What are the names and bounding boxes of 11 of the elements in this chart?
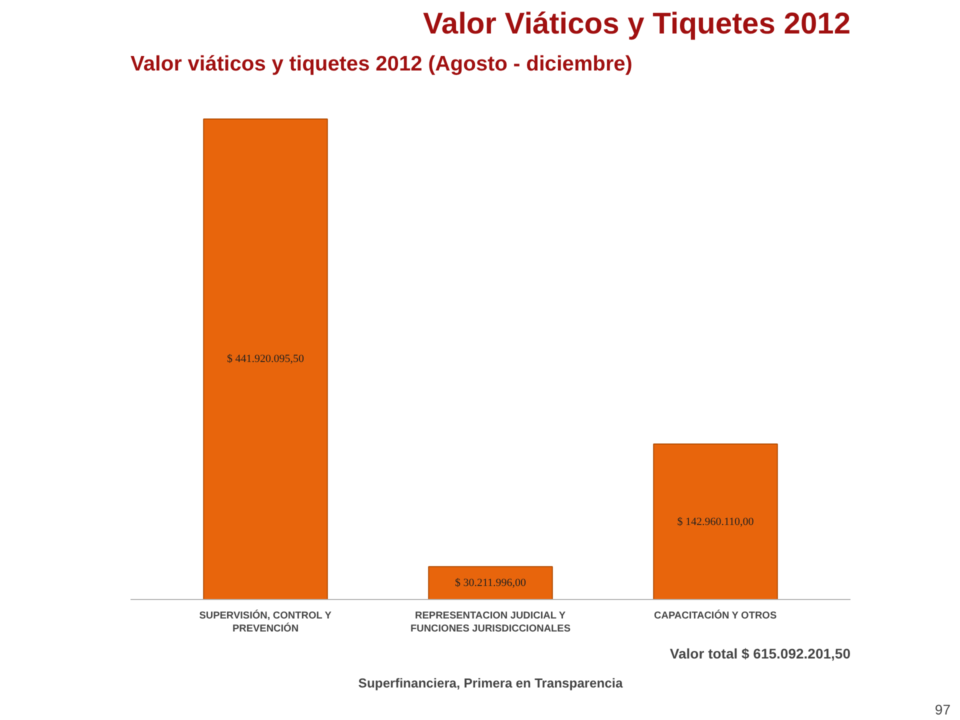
chart-subtitle: Valor viáticos y tiquetes 2012 (Agosto - diciembre)	[130, 52, 632, 76]
data-label: $ 142.960.110,00	[677, 516, 754, 528]
data-label: $ 30.211.996,00	[454, 577, 527, 590]
chart-title: Valor Viáticos y Tiquetes 2012	[423, 8, 851, 40]
x-tick-label: REPRESENTACION JUDICIAL Y FUNCIONES JURISDICCIONALES	[410, 610, 571, 635]
text: 97	[934, 702, 951, 718]
text: Valor total $ 615.092.201,50	[670, 646, 851, 662]
x-tick-label: SUPERVISIÓN, CONTROL Y PREVENCIÓN	[199, 610, 332, 635]
text: Superfinanciera, Primera en Transparencia	[358, 676, 624, 690]
data-label: $ 441.920.095,50	[227, 353, 304, 366]
x-tick-label: CAPACITACIÓN Y OTROS	[654, 610, 777, 622]
